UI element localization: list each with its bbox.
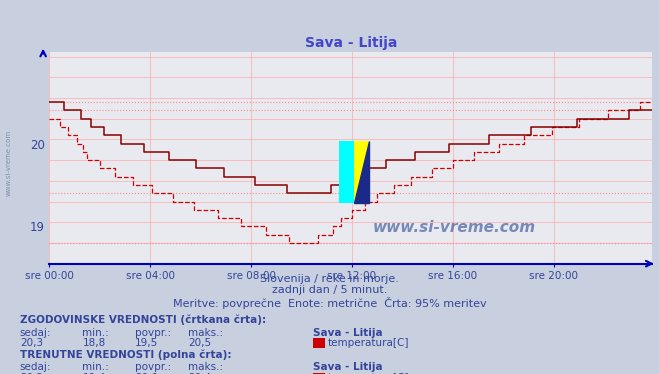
- Text: maks.:: maks.:: [188, 362, 223, 372]
- Text: 20,2: 20,2: [20, 373, 43, 374]
- Text: Sava - Litija: Sava - Litija: [313, 362, 383, 372]
- Text: 19,4: 19,4: [82, 373, 105, 374]
- Text: sedaj:: sedaj:: [20, 328, 51, 338]
- Text: 20,0: 20,0: [135, 373, 158, 374]
- Text: 20,4: 20,4: [188, 373, 211, 374]
- Text: Meritve: povprečne  Enote: metrične  Črta: 95% meritev: Meritve: povprečne Enote: metrične Črta:…: [173, 297, 486, 309]
- Text: www.si-vreme.com: www.si-vreme.com: [373, 220, 536, 234]
- Text: 20,5: 20,5: [188, 338, 211, 349]
- Bar: [339, 141, 369, 203]
- Text: sedaj:: sedaj:: [20, 362, 51, 372]
- Text: temperatura[C]: temperatura[C]: [328, 338, 410, 349]
- Bar: [339, 141, 354, 203]
- Polygon shape: [354, 141, 369, 203]
- Text: 20,3: 20,3: [20, 338, 43, 349]
- Text: TRENUTNE VREDNOSTI (polna črta):: TRENUTNE VREDNOSTI (polna črta):: [20, 350, 231, 360]
- Text: povpr.:: povpr.:: [135, 362, 171, 372]
- Text: 18,8: 18,8: [82, 338, 105, 349]
- Text: maks.:: maks.:: [188, 328, 223, 338]
- Text: povpr.:: povpr.:: [135, 328, 171, 338]
- Text: zadnji dan / 5 minut.: zadnji dan / 5 minut.: [272, 285, 387, 295]
- Text: min.:: min.:: [82, 328, 109, 338]
- Title: Sava - Litija: Sava - Litija: [304, 36, 397, 50]
- Text: www.si-vreme.com: www.si-vreme.com: [5, 130, 12, 196]
- Text: Slovenija / reke in morje.: Slovenija / reke in morje.: [260, 274, 399, 284]
- Text: Sava - Litija: Sava - Litija: [313, 328, 383, 338]
- Text: 19,5: 19,5: [135, 338, 158, 349]
- Text: ZGODOVINSKE VREDNOSTI (črtkana črta):: ZGODOVINSKE VREDNOSTI (črtkana črta):: [20, 315, 266, 325]
- Text: temperatura[C]: temperatura[C]: [328, 373, 410, 374]
- Text: min.:: min.:: [82, 362, 109, 372]
